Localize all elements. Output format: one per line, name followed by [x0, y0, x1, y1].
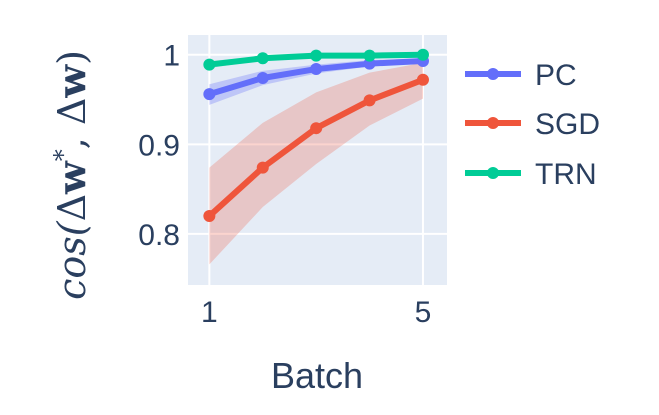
legend-marker-pc — [487, 68, 499, 80]
y-title-separator: , — [50, 125, 94, 149]
y-title-cos: cos( — [50, 220, 94, 300]
x-tick-label: 5 — [415, 296, 432, 329]
y-title-close: ) — [50, 50, 94, 65]
legend-item-pc[interactable]: PC — [465, 59, 577, 92]
legend-marker-trn — [487, 167, 499, 179]
point-pc[interactable] — [256, 72, 269, 85]
legend-item-trn[interactable]: TRN — [465, 158, 597, 191]
legend-label-pc: PC — [535, 59, 577, 92]
x-axis-title: Batch — [271, 355, 363, 396]
legend-item-sgd[interactable]: SGD — [465, 108, 600, 141]
series-pc — [203, 54, 429, 101]
point-sgd[interactable] — [256, 161, 269, 174]
point-trn[interactable] — [310, 49, 323, 62]
point-sgd[interactable] — [203, 210, 216, 223]
point-sgd[interactable] — [310, 122, 323, 135]
y-title-delta-2: Δ — [50, 98, 94, 125]
legend-marker-sgd — [487, 117, 499, 129]
point-trn[interactable] — [256, 52, 269, 65]
y-title-w-2: w — [49, 64, 94, 99]
y-tick-label: 0.9 — [138, 129, 180, 162]
y-title-delta-1: Δ — [50, 194, 94, 221]
tick-labels: 1 5 1 0.9 0.8 — [138, 40, 431, 329]
point-sgd[interactable] — [416, 73, 429, 86]
legend-label-trn: TRN — [535, 158, 597, 191]
y-axis-title: cos(Δw*, Δw) — [49, 50, 94, 300]
series-trn — [203, 48, 429, 71]
legend: PC SGD TRN — [465, 59, 600, 191]
point-pc[interactable] — [203, 88, 216, 101]
y-title-w-1: w — [49, 160, 94, 195]
y-title-star: * — [49, 149, 77, 161]
point-trn[interactable] — [203, 58, 216, 71]
point-trn[interactable] — [363, 49, 376, 62]
x-tick-label: 1 — [201, 296, 218, 329]
y-tick-label: 1 — [163, 40, 180, 73]
legend-label-sgd: SGD — [535, 108, 600, 141]
y-tick-label: 0.8 — [138, 219, 180, 252]
series-sgd — [203, 73, 429, 223]
point-pc[interactable] — [310, 63, 323, 76]
point-trn[interactable] — [416, 48, 429, 61]
band-sgd — [209, 62, 423, 265]
point-sgd[interactable] — [363, 94, 376, 107]
plot-background — [188, 35, 447, 285]
series-lines — [203, 48, 429, 223]
